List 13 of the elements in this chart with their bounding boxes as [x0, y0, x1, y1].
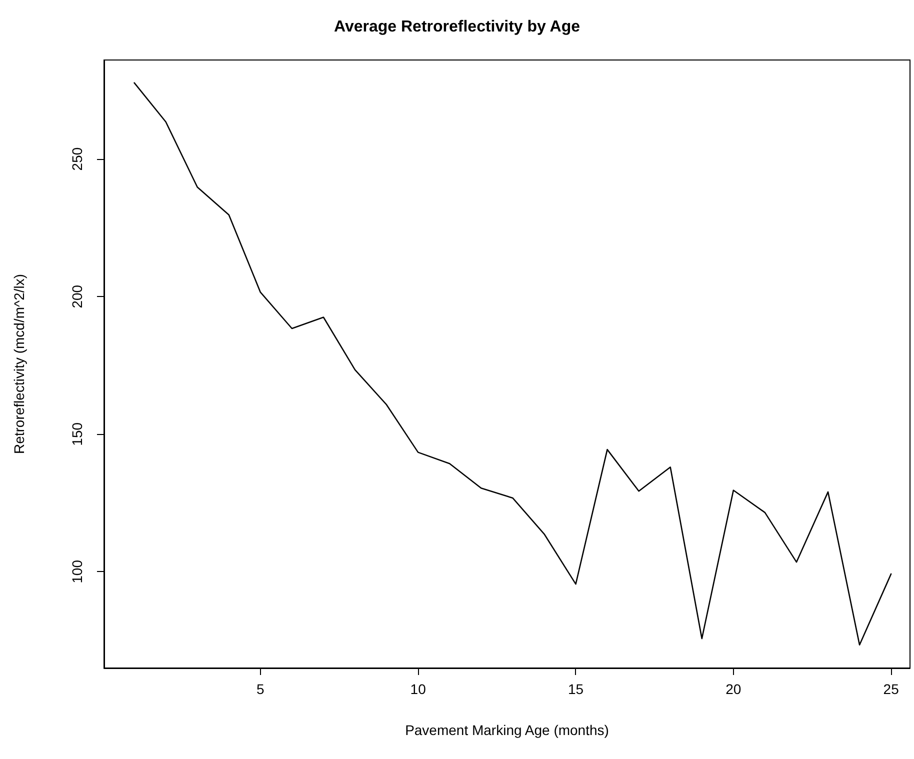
- y-tick-label: 100: [69, 560, 85, 584]
- y-tick-label: 250: [69, 147, 85, 171]
- x-tick-label: 25: [883, 681, 900, 697]
- chart-title: Average Retroreflectivity by Age: [334, 18, 580, 36]
- x-axis-title: Pavement Marking Age (months): [405, 722, 609, 738]
- y-tick-label: 200: [69, 284, 85, 308]
- y-axis-title: Retroreflectivity (mcd/m^2/lx): [11, 274, 27, 454]
- x-tick-label: 20: [726, 681, 742, 697]
- x-tick-label: 10: [410, 681, 426, 697]
- x-tick-label: 15: [568, 681, 584, 697]
- x-tick-label: 5: [256, 681, 265, 697]
- line-series: [134, 82, 892, 646]
- y-tick-label: 150: [69, 422, 85, 446]
